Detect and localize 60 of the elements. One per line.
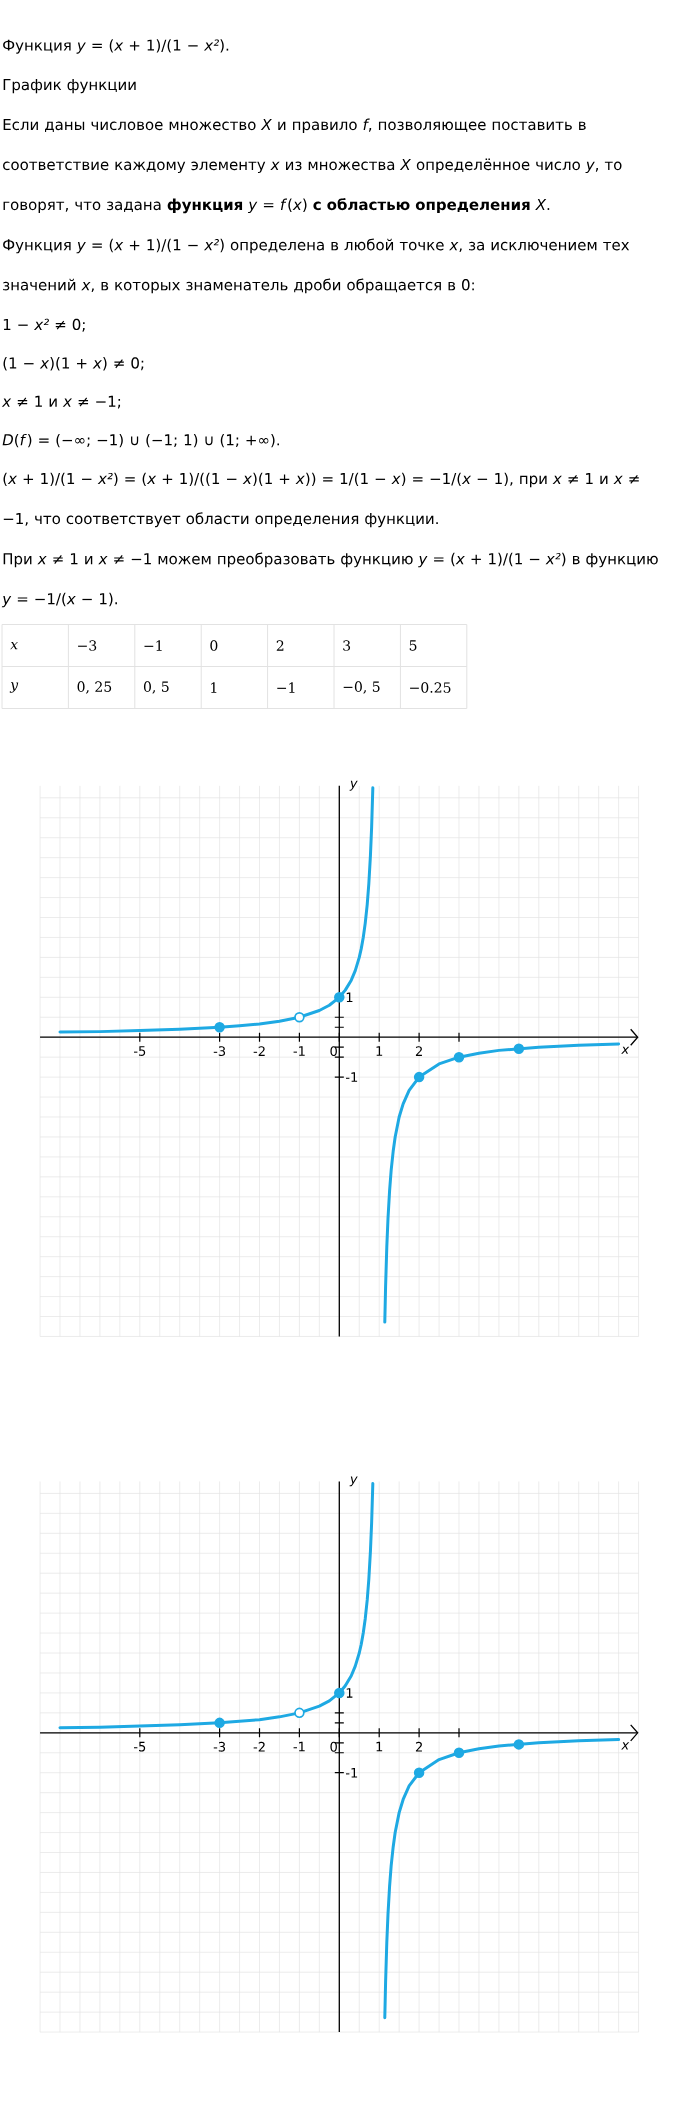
y-tick-label: -1 bbox=[345, 1767, 358, 1778]
line-series bbox=[383, 1738, 621, 2020]
category-label: 2 bbox=[276, 640, 284, 651]
x-tick-label: 0 bbox=[330, 1741, 337, 1752]
text: Функция y = (x + 1)/(1 − x²). bbox=[3, 39, 229, 54]
point bbox=[513, 1043, 525, 1055]
y-tick-label: -1 bbox=[345, 1072, 358, 1082]
point bbox=[294, 1012, 305, 1023]
point bbox=[214, 1021, 225, 1033]
x-tick-label: -5 bbox=[133, 1046, 146, 1056]
point bbox=[413, 1071, 425, 1083]
x-tick-label: 2 bbox=[415, 1046, 422, 1056]
text: −0, 5 bbox=[343, 681, 380, 694]
y-tick-label: 1 bbox=[346, 992, 353, 1003]
text: 1 bbox=[211, 682, 217, 693]
y-axis-title: y bbox=[349, 1476, 358, 1487]
text: (1 − x)(1 + x) ≠ 0; bbox=[3, 357, 144, 371]
point bbox=[334, 992, 345, 1003]
text: −1 bbox=[277, 682, 295, 693]
text: 0, 25 bbox=[77, 681, 112, 694]
text: x bbox=[10, 641, 18, 650]
x-tick-label: -1 bbox=[293, 1741, 305, 1752]
text: −0.25 bbox=[410, 682, 451, 693]
x-tick-label: 2 bbox=[415, 1741, 422, 1752]
x-tick-label: 1 bbox=[376, 1046, 383, 1056]
x-tick-label: 1 bbox=[376, 1741, 383, 1752]
y-axis-title: y bbox=[349, 780, 358, 791]
category-label: 5 bbox=[409, 640, 417, 651]
point bbox=[294, 1707, 305, 1719]
text: При x ≠ 1 и x ≠ −1 можем преобразовать функцию y = (x + 1)/(1 − x²) в функцию y = −1/(x − 1). bbox=[1, 552, 658, 608]
point bbox=[214, 1717, 225, 1729]
text: x ≠ 1 и x ≠ −1; bbox=[1, 395, 121, 409]
text: (x + 1)/(1 − x²) = (x + 1)/((1 − x)(1 + x)) = 1/(1 − x) = −1/(x − 1), при x ≠ 1 и x ≠ −1, что соответствует области определения функции. bbox=[3, 472, 639, 528]
point bbox=[453, 1051, 465, 1063]
point bbox=[513, 1739, 525, 1750]
x-tick-label: 0 bbox=[330, 1046, 337, 1057]
text: Функция y = (x + 1)/(1 − x²) определена в любой точке x, за исключением тех значений x, в которых знаменатель дроби обращается в 0: bbox=[3, 238, 630, 294]
text: 1 − x² ≠ 0; bbox=[3, 318, 85, 332]
x-tick-label: -3 bbox=[213, 1046, 226, 1057]
point bbox=[453, 1747, 465, 1759]
text: Если даны числовое множество X и правило f, позволяющее поставить в соответствие каждому элементу x из множества X определённое число y, то говорят, что задана функция y = f(x) с областью определения X. bbox=[3, 118, 622, 214]
x-tick-label: -1 bbox=[293, 1046, 305, 1056]
category-label: −3 bbox=[78, 640, 97, 651]
x-tick-label: -2 bbox=[253, 1046, 265, 1056]
point bbox=[413, 1767, 425, 1778]
x-axis-title: x bbox=[621, 1742, 630, 1750]
line-series bbox=[383, 1042, 621, 1324]
x-axis-title: x bbox=[621, 1046, 630, 1054]
x-tick-label: -5 bbox=[133, 1741, 146, 1752]
category-label: −1 bbox=[144, 640, 162, 651]
category-label: 3 bbox=[343, 640, 351, 651]
text: 0, 5 bbox=[143, 681, 169, 694]
text: D(f) = (−∞; −1) ∪ (−1; 1) ∪ (1; +∞). bbox=[2, 433, 279, 448]
x-tick-label: -2 bbox=[253, 1741, 265, 1752]
point bbox=[334, 1687, 345, 1699]
x-tick-label: -3 bbox=[213, 1741, 226, 1752]
text: График функции bbox=[3, 79, 136, 94]
text: y bbox=[9, 682, 19, 693]
category-label: 0 bbox=[210, 640, 218, 651]
y-tick-label: 1 bbox=[346, 1688, 353, 1698]
